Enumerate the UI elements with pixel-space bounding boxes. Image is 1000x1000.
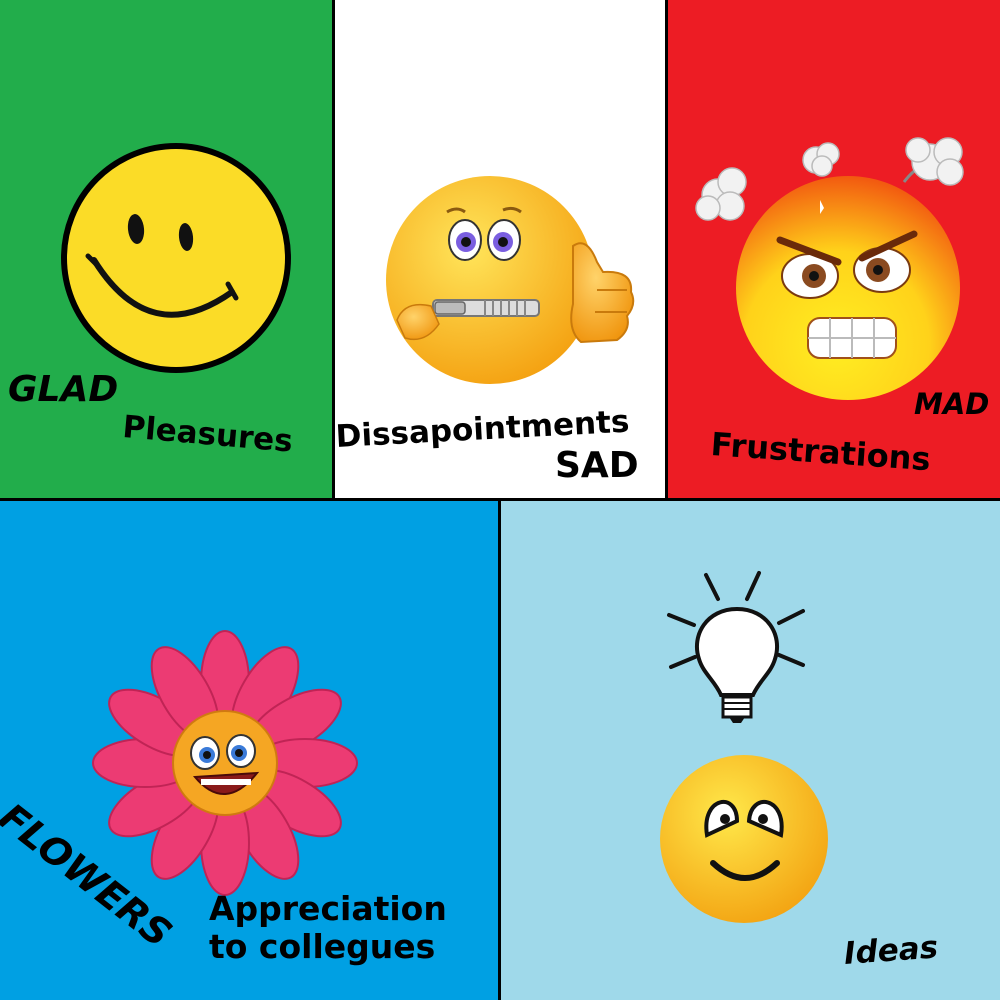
flowers-line1: Appreciation bbox=[209, 889, 447, 928]
zipped-mouth-thumbs-up-icon bbox=[386, 176, 635, 384]
flowers-panel: FLOWERS Appreciation to collegues bbox=[0, 501, 498, 1000]
angry-face-icon bbox=[695, 137, 964, 400]
happy-face-icon bbox=[660, 755, 828, 923]
flowers-line2: to collegues bbox=[209, 927, 436, 966]
smiley-face-icon bbox=[61, 143, 291, 373]
mad-panel: MAD Frustrations bbox=[668, 0, 1000, 498]
sad-title: SAD bbox=[555, 445, 639, 486]
mad-title: MAD bbox=[914, 387, 990, 421]
flower-smiley-icon bbox=[92, 630, 358, 896]
lightbulb-icon bbox=[667, 571, 805, 723]
sad-panel: Dissapointments SAD bbox=[335, 0, 665, 498]
glad-panel: GLAD Pleasures bbox=[0, 0, 332, 498]
glad-title: GLAD bbox=[8, 369, 119, 410]
ideas-panel: Ideas bbox=[501, 501, 1000, 1000]
ideas-title: Ideas bbox=[842, 929, 940, 972]
